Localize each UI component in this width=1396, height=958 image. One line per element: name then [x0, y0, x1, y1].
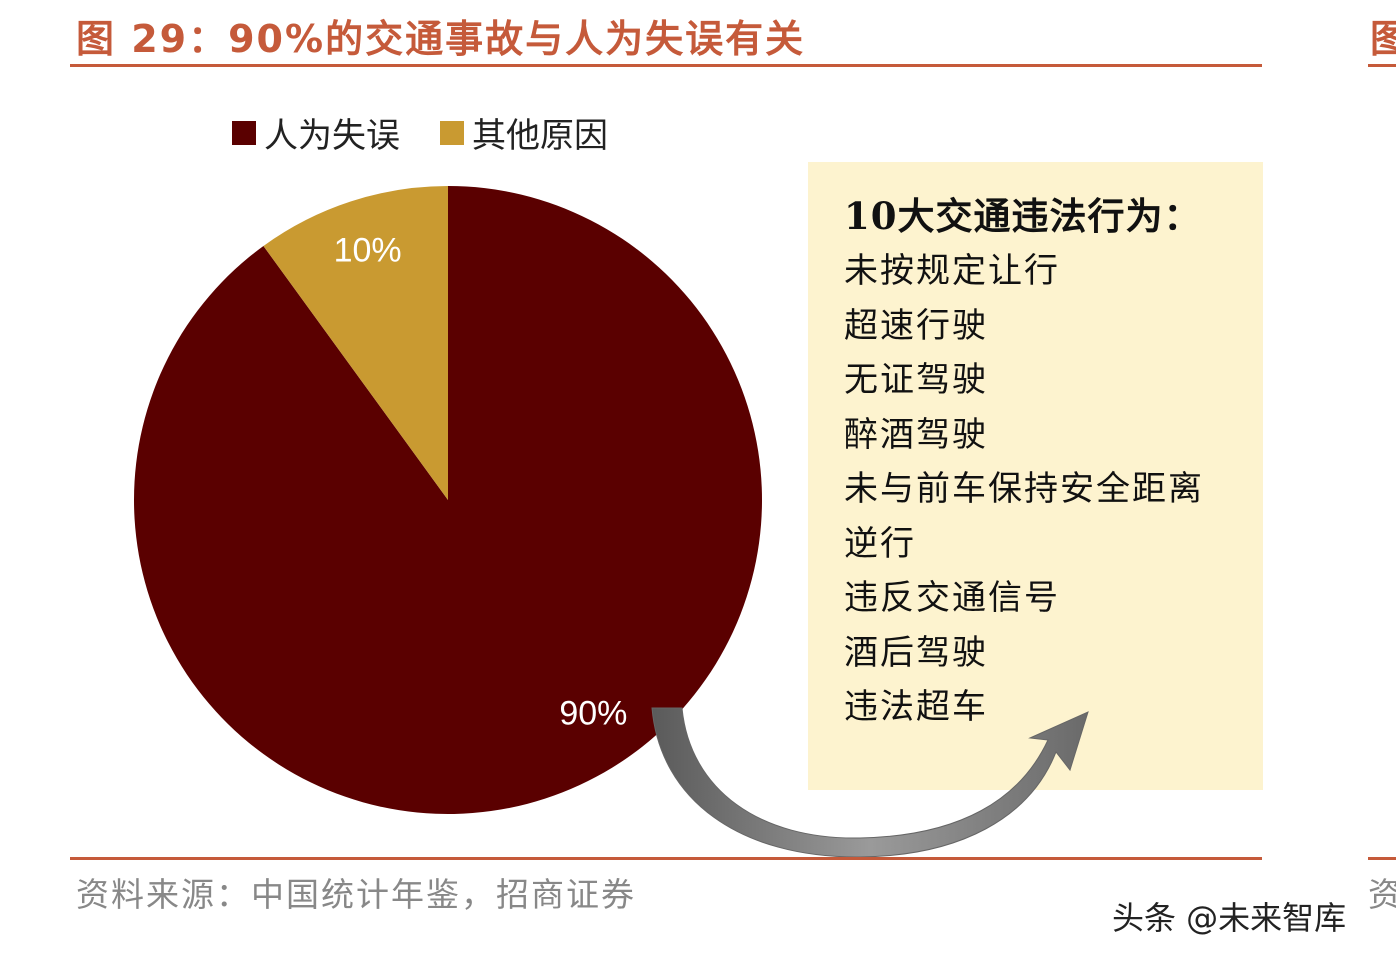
violation-list-heading: 10大交通违法行为：	[844, 194, 1202, 238]
legend-item-other: 其他原因	[440, 108, 608, 157]
legend-swatch-other	[440, 120, 464, 145]
legend-swatch-human-error	[232, 120, 256, 145]
list-item: 未与前车保持安全距离	[844, 469, 1204, 509]
pie-value-label-other: 10%	[334, 232, 402, 270]
figure-title: 图 29：90%的交通事故与人为失误有关	[76, 17, 806, 61]
top-divider-right	[1368, 64, 1396, 67]
legend-label-human-error: 人为失误	[264, 116, 400, 156]
bottom-divider	[70, 857, 1262, 860]
bottom-divider-right	[1368, 857, 1396, 860]
legend-item-human-error: 人为失误	[232, 108, 400, 157]
chart-legend: 人为失误 其他原因	[232, 108, 648, 157]
top-divider	[70, 64, 1262, 67]
pie-slice-other	[263, 186, 448, 500]
watermark: 头条 @未来智库	[1112, 899, 1347, 937]
list-item: 超速行驶	[844, 305, 988, 346]
list-item: 逆行	[844, 523, 916, 564]
pie-value-label-human-error: 90%	[559, 695, 627, 733]
next-figure-title-fragment: 图	[1370, 17, 1396, 61]
legend-label-other: 其他原因	[472, 116, 608, 156]
source-note: 资料来源：中国统计年鉴，招商证券	[76, 875, 636, 914]
next-figure-source-fragment: 资	[1368, 875, 1396, 914]
list-item: 违法超车	[844, 687, 988, 727]
list-item: 酒后驾驶	[844, 632, 988, 673]
list-item: 违反交通信号	[844, 578, 1060, 618]
violation-list: 未按规定让行 超速行驶 无证驾驶 醉酒驾驶 未与前车保持安全距离 逆行 违反交通…	[844, 244, 1204, 735]
pie-slice-human-error	[133, 186, 762, 814]
violation-list-box: 10大交通违法行为： 未按规定让行 超速行驶 无证驾驶 醉酒驾驶 未与前车保持安…	[808, 162, 1263, 790]
list-item: 醉酒驾驶	[844, 414, 988, 455]
list-item: 未按规定让行	[844, 251, 1060, 291]
list-item: 无证驾驶	[844, 360, 988, 400]
